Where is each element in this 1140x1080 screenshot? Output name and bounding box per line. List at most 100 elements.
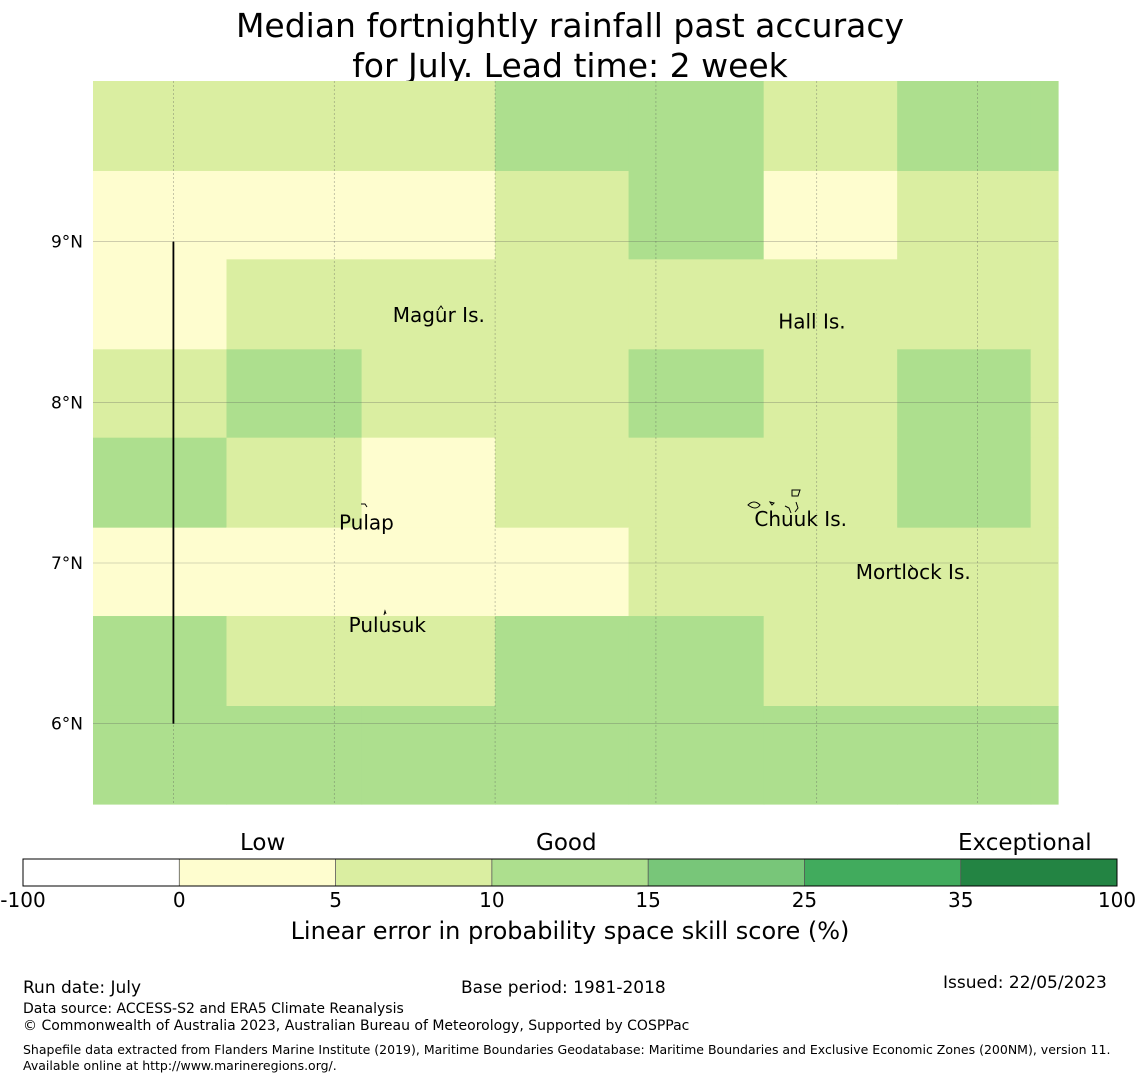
colorbar-segment <box>179 859 337 886</box>
island-shape <box>784 505 792 514</box>
y-tick-label: 6°N <box>51 715 83 735</box>
colorbar-segment <box>960 859 1118 886</box>
place-label: Pulusuk <box>349 613 427 637</box>
skill-cell <box>628 705 765 805</box>
colorbar <box>22 858 1118 887</box>
place-label: Mortlock Is. <box>856 560 971 584</box>
y-tick-label: 8°N <box>51 393 83 413</box>
skill-cell <box>361 705 496 805</box>
skill-cell <box>495 349 630 439</box>
skill-cell <box>1030 81 1059 172</box>
colorbar-frame <box>22 858 1118 887</box>
skill-cell <box>226 705 363 805</box>
colorbar-tick-label: 0 <box>172 888 186 912</box>
skill-cell <box>226 349 363 439</box>
map-title: Median fortnightly rainfall past accurac… <box>0 6 1140 86</box>
skill-cell <box>628 170 765 260</box>
skill-cell <box>495 259 630 350</box>
skill-cell <box>93 437 228 529</box>
colorbar-tick-label: 10 <box>479 888 505 912</box>
island-shape <box>383 609 387 616</box>
copyright: © Commonwealth of Australia 2023, Austra… <box>23 1018 690 1034</box>
island-shape <box>909 564 914 569</box>
issued-date: Issued: 22/05/2023 <box>943 973 1107 993</box>
skill-cell <box>495 170 630 260</box>
skill-cell <box>226 437 363 529</box>
data-source: Data source: ACCESS-S2 and ERA5 Climate … <box>23 1001 404 1017</box>
island-shape <box>768 501 775 506</box>
skill-map: Magur Is. Hall Is. Pulap Chuuk Is. Mortlock … <box>51 81 1059 805</box>
skill-cell <box>93 616 228 707</box>
skill-cell <box>226 527 363 617</box>
skill-cell <box>361 527 496 617</box>
skill-cell <box>763 616 898 707</box>
skill-cell <box>93 705 228 805</box>
skill-cell <box>226 81 363 172</box>
place-label: Pulap <box>339 510 394 534</box>
island-shape <box>361 503 368 508</box>
skill-cell <box>628 259 765 350</box>
skill-cell <box>93 349 228 439</box>
colorbar-tick-label: -100 <box>0 888 46 912</box>
colorbar-tick-label: 100 <box>1097 888 1137 912</box>
skill-cell <box>628 349 765 439</box>
skill-cell <box>495 616 630 707</box>
skill-cell <box>628 616 765 707</box>
skill-cell <box>93 81 228 172</box>
skill-cells <box>93 81 1059 805</box>
skill-cell <box>897 349 1032 439</box>
skill-cell <box>361 616 496 707</box>
island-shape <box>437 305 444 311</box>
skill-cell <box>897 437 1032 529</box>
skill-cell <box>628 81 765 172</box>
skill-cell <box>226 259 363 350</box>
skill-cell <box>1030 437 1059 529</box>
colorbar-segment <box>648 859 805 886</box>
skill-cell <box>897 527 1032 617</box>
skill-cell <box>897 81 1032 172</box>
skill-cell <box>361 81 496 172</box>
skill-cell <box>361 170 496 260</box>
colorbar-segment <box>804 859 962 886</box>
skill-cell <box>897 170 1032 260</box>
shapefile-note: Shapefile data extracted from Flanders M… <box>23 1042 1111 1073</box>
island-shape <box>747 501 761 509</box>
colorbar-tick-label: 5 <box>329 888 342 912</box>
skill-cell <box>1030 170 1059 260</box>
skill-cell <box>628 527 765 617</box>
y-tick-label: 7°N <box>51 554 83 574</box>
colorbar-segment <box>491 859 649 886</box>
skill-cell <box>1030 259 1059 350</box>
base-period: Base period: 1981-2018 <box>461 978 666 998</box>
skill-cell <box>763 170 898 260</box>
colorbar-segment <box>335 859 493 886</box>
skill-cell <box>1030 705 1059 805</box>
colorbar-segment <box>23 859 180 886</box>
skill-cell <box>361 349 496 439</box>
y-tick-label: 9°N <box>51 233 83 253</box>
skill-cell <box>495 527 630 617</box>
colorbar-category-good: Good <box>536 830 597 856</box>
place-label: Chuuk Is. <box>754 507 847 531</box>
skill-cell <box>628 437 765 529</box>
colorbar-title: Linear error in probability space skill … <box>290 917 850 945</box>
skill-cell <box>93 527 228 617</box>
colorbar-tick-label: 35 <box>947 888 974 912</box>
skill-cell <box>1030 616 1059 707</box>
skill-cell <box>763 527 898 617</box>
skill-cell <box>93 170 228 260</box>
skill-cell <box>495 437 630 529</box>
skill-cell <box>1030 349 1059 439</box>
skill-cell <box>897 705 1032 805</box>
island-shape <box>794 501 799 513</box>
skill-cell <box>763 259 898 350</box>
skill-cell <box>361 259 496 350</box>
place-labels: Magur Is. Hall Is. Pulap Chuuk Is. Mortlock … <box>339 303 971 637</box>
skill-cell <box>361 437 496 529</box>
gridlines <box>93 81 1058 804</box>
island-shape <box>791 489 801 497</box>
skill-cell <box>763 349 898 439</box>
colorbar-tick-label: 25 <box>791 888 818 912</box>
colorbar-category-low: Low <box>240 830 286 856</box>
skill-cell <box>897 259 1032 350</box>
